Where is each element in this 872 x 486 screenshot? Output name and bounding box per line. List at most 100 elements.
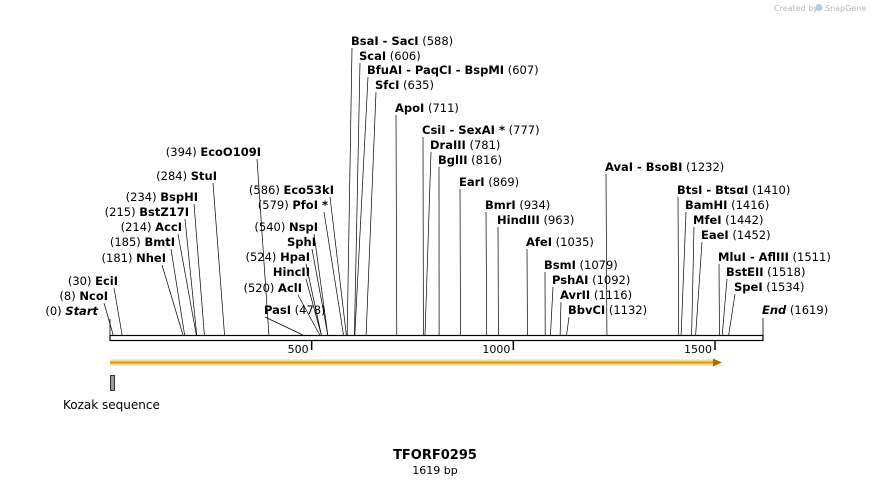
site-label: (284) StuI [156, 169, 217, 183]
site-position: (0) [45, 304, 65, 318]
site-label: BglII (816) [438, 153, 502, 167]
site-connector [264, 316, 303, 336]
orf-arrow[interactable] [110, 358, 722, 367]
site-label: EaeI (1452) [701, 228, 771, 242]
site-connector [680, 211, 687, 336]
site-label: HindIII (963) [497, 213, 574, 227]
site-bfuai-paqci-bspmi[interactable]: BfuAI - PaqCI - BspMI (607) [354, 63, 539, 336]
kozak-feature-box[interactable] [110, 375, 115, 391]
site-end[interactable]: End (1619) [762, 303, 828, 335]
site-hindiii[interactable]: HindIII (963) [497, 213, 574, 336]
site-connector [311, 248, 329, 336]
tick-label: 500 [288, 343, 309, 356]
site-ecoo109i[interactable]: (394) EcoO109I [166, 145, 270, 336]
site-label: MluI - AflIII (1511) [718, 250, 831, 264]
site-label: EarI (869) [459, 175, 519, 189]
site-bbvci[interactable]: BbvCI (1132) [566, 303, 648, 336]
site-connector [161, 264, 184, 336]
site-ecii[interactable]: (30) EciI [68, 274, 123, 336]
enzyme-name: BsmI [544, 258, 576, 272]
site-hpai[interactable]: (524) HpaI [246, 250, 322, 336]
site-connector [184, 218, 198, 336]
site-label: SpeI (1534) [734, 280, 805, 294]
site-label: BmrI (934) [485, 198, 550, 212]
site-afei[interactable]: AfeI (1035) [526, 235, 594, 336]
site-acci[interactable]: (214) AccI [121, 220, 197, 336]
site-bstz17i[interactable]: (215) BstZ17I [105, 205, 198, 336]
site-eari[interactable]: EarI (869) [459, 175, 519, 336]
site-connector [177, 233, 197, 336]
site-sfci[interactable]: SfcI (635) [365, 78, 434, 336]
sequence-backbone [109, 334, 764, 342]
site-bsai-saci[interactable]: BsaI - SacI (588) [346, 34, 453, 336]
site-avai-bsobi[interactable]: AvaI - BsoBI (1232) [605, 160, 724, 336]
site-position: (215) [105, 205, 140, 219]
enzyme-name: Start [65, 304, 98, 318]
site-position: (781) [466, 138, 501, 152]
enzyme-name: EcoO109I [200, 145, 261, 159]
site-csii-sexai[interactable]: CsiI - SexAI * (777) [422, 123, 540, 336]
site-ncoi[interactable]: (8) NcoI [59, 289, 114, 336]
site-connector [677, 196, 680, 336]
enzyme-name: PasI [264, 303, 291, 317]
site-position: (30) [68, 274, 95, 288]
site-stui[interactable]: (284) StuI [156, 169, 225, 336]
site-bsteii[interactable]: BstEII (1518) [721, 265, 805, 336]
site-connector [170, 248, 185, 336]
site-bamhi[interactable]: BamHI (1416) [680, 198, 769, 336]
site-btsi-bts-i[interactable]: BtsI - BtsαI (1410) [677, 183, 790, 336]
site-position: (181) [102, 251, 137, 265]
kozak-label: Kozak sequence [63, 398, 160, 412]
site-nspi[interactable]: (540) NspI [254, 220, 329, 336]
site-pfoi[interactable]: (579) PfoI * [258, 198, 344, 336]
site-apoi[interactable]: ApoI (711) [395, 101, 459, 336]
orf-arrowhead-icon [713, 358, 722, 367]
site-bsmi[interactable]: BsmI (1079) [544, 258, 618, 336]
site-pshai[interactable]: PshAI (1092) [550, 273, 630, 336]
site-label: BfuAI - PaqCI - BspMI (607) [367, 63, 539, 77]
site-scai[interactable]: ScaI (606) [354, 49, 421, 336]
site-position: (588) [419, 34, 454, 48]
site-position: (1511) [789, 250, 831, 264]
site-position: (934) [516, 198, 551, 212]
site-bsphi[interactable]: (234) BspHI [126, 190, 205, 336]
site-acli[interactable]: (520) AclI [243, 281, 321, 336]
enzyme-name: BtsI - BtsαI [677, 183, 748, 197]
site-position: (478) [291, 303, 326, 317]
site-bmti[interactable]: (185) BmtI [110, 235, 185, 336]
site-draiii[interactable]: DraIII (781) [424, 138, 501, 336]
enzyme-name: AclI [278, 281, 302, 295]
site-label: (30) EciI [68, 274, 118, 288]
enzyme-name: BfuAI - PaqCI - BspMI [367, 63, 504, 77]
site-connector [395, 114, 398, 336]
site-mfei[interactable]: MfeI (1442) [691, 213, 764, 336]
site-sphi[interactable]: SphI [287, 235, 329, 336]
site-connector [695, 241, 703, 336]
enzyme-name: MluI - AflIII [718, 250, 789, 264]
site-spei[interactable]: SpeI (1534) [728, 280, 805, 336]
site-start[interactable]: (0) Start [45, 304, 111, 335]
site-connector [354, 76, 369, 336]
site-label: (520) AclI [243, 281, 302, 295]
feature-kozak[interactable]: Kozak sequence [63, 375, 160, 413]
site-label: PshAI (1092) [552, 273, 630, 287]
site-hincii[interactable]: HincII [273, 265, 322, 336]
site-eaei[interactable]: EaeI (1452) [695, 228, 771, 336]
site-connector [365, 91, 377, 336]
site-label: CsiI - SexAI * (777) [422, 123, 540, 137]
site-mlui-afliii[interactable]: MluI - AflIII (1511) [718, 250, 831, 336]
site-label: BsaI - SacI (588) [351, 34, 453, 48]
site-bmri[interactable]: BmrI (934) [485, 198, 550, 336]
site-avrii[interactable]: AvrII (1116) [559, 288, 632, 336]
tick-label: 1500 [684, 343, 712, 356]
site-pasi[interactable]: PasI (478) [264, 303, 326, 336]
site-nhei[interactable]: (181) NheI [102, 251, 184, 336]
site-eco53ki[interactable]: (586) Eco53kI [249, 183, 347, 336]
site-position: (1452) [729, 228, 771, 242]
site-bglii[interactable]: BglII (816) [438, 153, 502, 336]
tick-1500: 1500 [684, 341, 716, 356]
site-connector [354, 62, 361, 336]
site-position: (520) [243, 281, 278, 295]
site-label: SfcI (635) [375, 78, 434, 92]
enzyme-name: BglII [438, 153, 468, 167]
